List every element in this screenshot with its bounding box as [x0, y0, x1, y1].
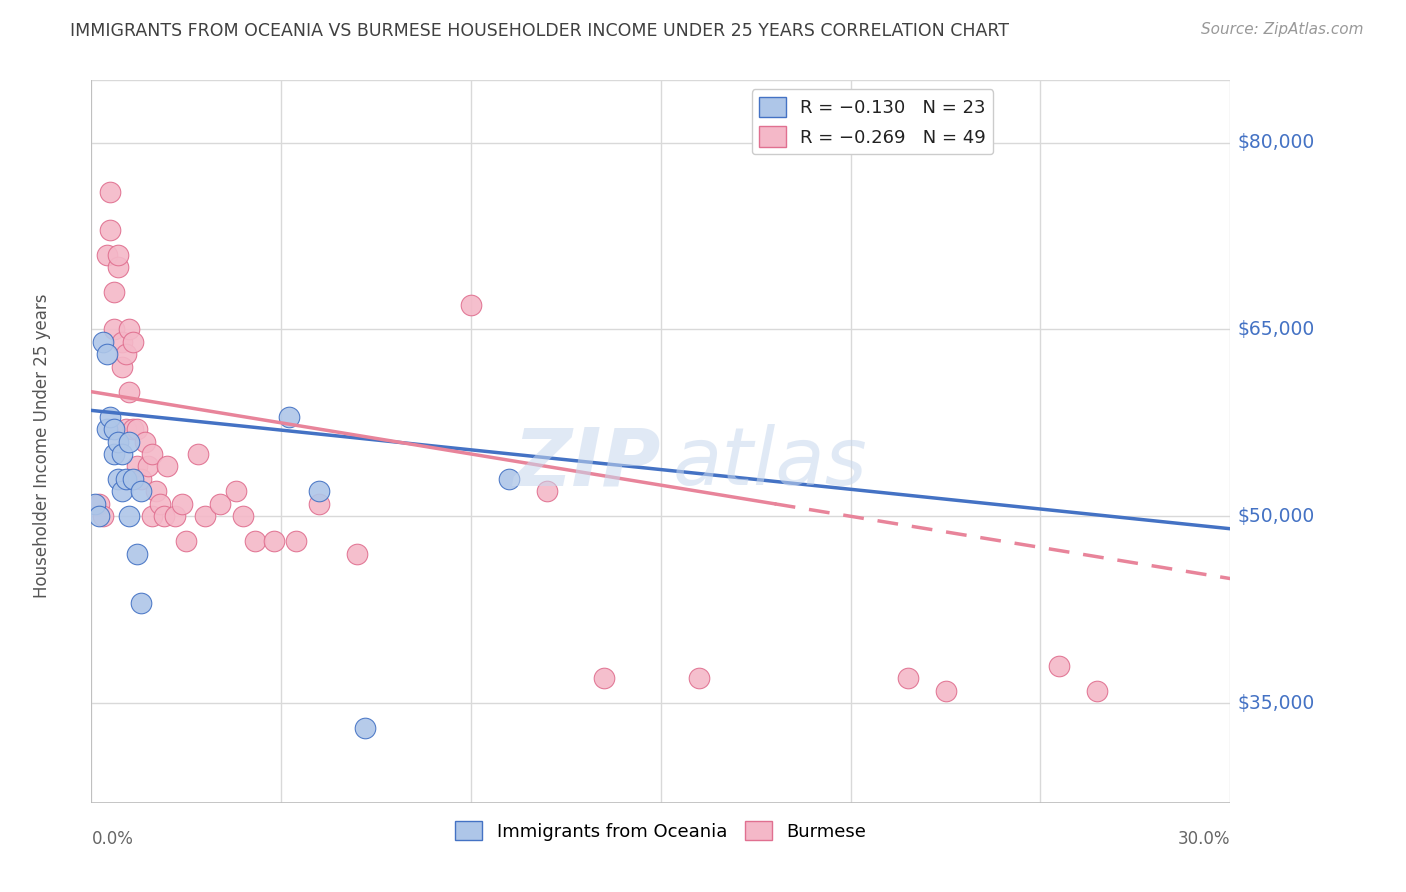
Point: [118, 509, 141, 524]
Point: [129, 472, 152, 486]
Point: [114, 347, 136, 361]
Point: [209, 497, 232, 511]
Point: [593, 671, 616, 685]
Point: [118, 384, 141, 399]
Point: [122, 334, 145, 349]
Point: [187, 447, 209, 461]
Point: [96, 347, 118, 361]
Text: 30.0%: 30.0%: [1178, 830, 1230, 848]
Point: [107, 434, 129, 449]
Point: [243, 534, 266, 549]
Point: [172, 497, 194, 511]
Point: [1087, 683, 1109, 698]
Point: [96, 422, 118, 436]
Point: [114, 472, 136, 486]
Point: [107, 260, 129, 274]
Point: [141, 509, 163, 524]
Point: [114, 422, 136, 436]
Point: [122, 422, 145, 436]
Text: $80,000: $80,000: [1237, 133, 1315, 152]
Point: [536, 484, 558, 499]
Point: [107, 248, 129, 262]
Point: [134, 434, 156, 449]
Text: $35,000: $35,000: [1237, 694, 1315, 713]
Point: [103, 422, 125, 436]
Point: [353, 721, 375, 735]
Point: [111, 359, 134, 374]
Point: [285, 534, 308, 549]
Point: [125, 459, 148, 474]
Legend: Immigrants from Oceania, Burmese: Immigrants from Oceania, Burmese: [449, 814, 873, 848]
Text: $50,000: $50,000: [1237, 507, 1315, 525]
Point: [163, 509, 186, 524]
Point: [118, 322, 141, 336]
Point: [156, 459, 179, 474]
Point: [103, 285, 125, 299]
Point: [118, 434, 141, 449]
Point: [308, 484, 330, 499]
Point: [688, 671, 710, 685]
Point: [277, 409, 299, 424]
Point: [98, 223, 121, 237]
Text: atlas: atlas: [672, 425, 868, 502]
Point: [98, 186, 121, 200]
Point: [91, 509, 114, 524]
Point: [107, 472, 129, 486]
Point: [1049, 658, 1071, 673]
Point: [125, 422, 148, 436]
Point: [460, 297, 482, 311]
Point: [149, 497, 172, 511]
Point: [346, 547, 368, 561]
Point: [263, 534, 285, 549]
Point: [103, 447, 125, 461]
Point: [498, 472, 520, 486]
Point: [111, 447, 134, 461]
Point: [96, 248, 118, 262]
Point: [125, 547, 148, 561]
Point: [934, 683, 956, 698]
Point: [91, 334, 114, 349]
Point: [103, 322, 125, 336]
Text: $65,000: $65,000: [1237, 320, 1315, 339]
Point: [194, 509, 217, 524]
Point: [87, 509, 110, 524]
Point: [145, 484, 167, 499]
Point: [98, 409, 121, 424]
Point: [138, 459, 160, 474]
Point: [174, 534, 197, 549]
Point: [308, 497, 330, 511]
Point: [141, 447, 163, 461]
Text: ZIP: ZIP: [513, 425, 661, 502]
Point: [122, 472, 145, 486]
Point: [225, 484, 247, 499]
Point: [897, 671, 920, 685]
Point: [87, 497, 110, 511]
Point: [84, 497, 107, 511]
Text: 0.0%: 0.0%: [91, 830, 134, 848]
Point: [111, 484, 134, 499]
Point: [129, 484, 152, 499]
Point: [111, 334, 134, 349]
Text: Source: ZipAtlas.com: Source: ZipAtlas.com: [1201, 22, 1364, 37]
Text: IMMIGRANTS FROM OCEANIA VS BURMESE HOUSEHOLDER INCOME UNDER 25 YEARS CORRELATION: IMMIGRANTS FROM OCEANIA VS BURMESE HOUSE…: [70, 22, 1010, 40]
Point: [129, 597, 152, 611]
Text: Householder Income Under 25 years: Householder Income Under 25 years: [34, 293, 51, 599]
Point: [152, 509, 174, 524]
Point: [232, 509, 254, 524]
